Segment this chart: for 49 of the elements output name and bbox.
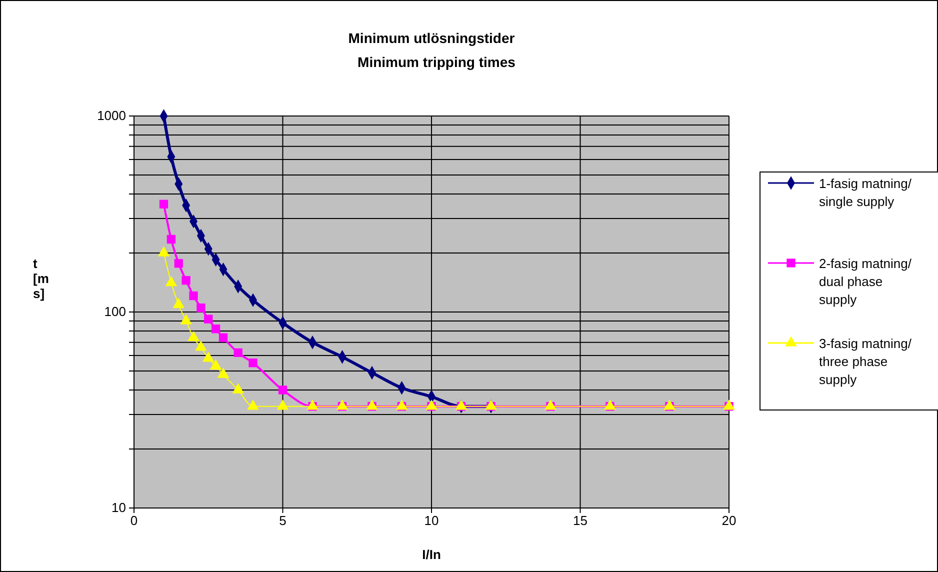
point — [202, 352, 214, 362]
point — [195, 340, 207, 351]
point — [278, 386, 288, 394]
point — [172, 298, 185, 308]
point — [188, 330, 200, 342]
point — [248, 358, 258, 368]
x-axis-title: I/In — [422, 547, 441, 562]
point — [217, 368, 230, 378]
y-axis-title: t [ms] — [33, 256, 49, 301]
y-tick-label: 100 — [104, 304, 126, 320]
point — [165, 276, 178, 286]
legend-label: 1-fasig matning/ single supply — [819, 176, 912, 209]
point — [180, 314, 192, 324]
point — [306, 400, 318, 410]
x-tick-label: 0 — [130, 513, 138, 528]
point — [664, 400, 676, 410]
point — [455, 400, 468, 410]
point — [723, 400, 735, 410]
point — [485, 400, 497, 410]
x-tick-label: 5 — [279, 513, 286, 528]
point — [247, 400, 259, 410]
chart-title: Minimum utlösningstider — [348, 30, 516, 46]
point — [234, 348, 242, 358]
point — [182, 276, 190, 285]
x-tick-label: 20 — [722, 513, 736, 528]
point — [210, 359, 222, 370]
point — [604, 400, 616, 410]
x-tick-label: 15 — [573, 513, 588, 528]
point — [232, 383, 244, 394]
point — [276, 400, 289, 410]
point — [426, 400, 438, 410]
y-tick-label: 10 — [112, 500, 126, 516]
chart-subtitle: Minimum tripping times — [358, 54, 516, 70]
point — [196, 304, 206, 312]
point — [204, 314, 213, 324]
point — [174, 259, 183, 268]
x-tick-label: 10 — [424, 513, 439, 528]
point — [189, 291, 198, 300]
point — [211, 324, 220, 334]
point — [336, 400, 348, 410]
point — [396, 400, 408, 410]
point — [218, 333, 228, 342]
legend-label: 2-fasig matning/ dual phase supply — [819, 256, 912, 307]
point — [159, 200, 168, 208]
point — [544, 400, 556, 410]
y-tick-label: 1000 — [97, 108, 126, 124]
point — [366, 400, 378, 410]
point — [166, 234, 176, 244]
legend-label: 3-fasig matning/ three phase supply — [819, 336, 912, 387]
